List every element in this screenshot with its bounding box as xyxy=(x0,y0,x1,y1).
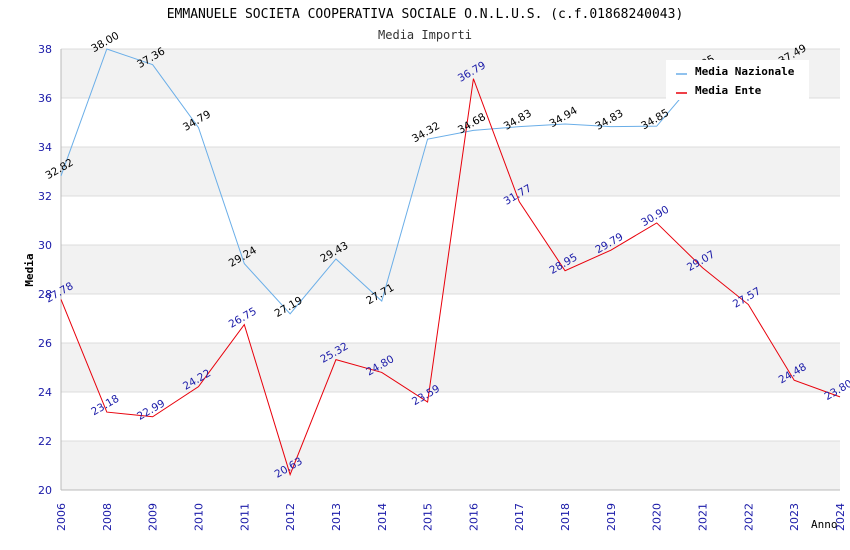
x-tick-label: 2019 xyxy=(605,503,618,531)
legend-label-media-ente: Media Ente xyxy=(695,84,762,97)
x-tick-label: 2006 xyxy=(55,503,68,531)
legend: Media Nazionale Media Ente xyxy=(666,60,809,100)
y-tick-label: 32 xyxy=(38,190,52,203)
x-tick-label: 2021 xyxy=(697,503,710,531)
legend-box xyxy=(666,60,809,100)
y-tick-label: 26 xyxy=(38,337,52,350)
grid-band xyxy=(61,441,840,490)
series-layer xyxy=(60,48,841,477)
x-tick-label: 2016 xyxy=(467,503,480,531)
x-axis-title: Anno xyxy=(811,518,838,531)
y-tick-labels: 20 22 24 26 28 30 32 34 36 38 xyxy=(38,43,52,497)
grid-band xyxy=(61,245,840,294)
x-tick-label: 2012 xyxy=(284,503,297,531)
y-tick-label: 20 xyxy=(38,484,52,497)
x-tick-label: 2009 xyxy=(147,503,160,531)
grid-bands xyxy=(61,49,840,490)
y-tick-label: 34 xyxy=(38,141,52,154)
x-tick-label: 2023 xyxy=(788,503,801,531)
grid-band xyxy=(61,294,840,343)
x-tick-label: 2017 xyxy=(513,503,526,531)
grid-band xyxy=(61,147,840,196)
grid-band xyxy=(61,392,840,441)
chart-title: EMMANUELE SOCIETA COOPERATIVA SOCIALE O.… xyxy=(167,7,684,22)
x-tick-label: 2018 xyxy=(559,503,572,531)
x-tick-label: 2024 xyxy=(834,503,847,531)
y-tick-label: 38 xyxy=(38,43,52,56)
x-tick-label: 2010 xyxy=(192,503,205,531)
grid-lines xyxy=(61,48,840,491)
x-tick-label: 2008 xyxy=(101,503,114,531)
y-tick-label: 22 xyxy=(38,435,52,448)
grid-band xyxy=(61,343,840,392)
series-line-media-ente xyxy=(60,78,841,477)
x-tick-labels: 2006 2008 2009 2010 2011 2012 2013 2014 2015 2016… xyxy=(55,503,847,531)
x-tick-label: 2011 xyxy=(238,503,251,531)
legend-label-media-nazionale: Media Nazionale xyxy=(695,65,795,78)
y-axis-title: Media xyxy=(23,253,36,286)
x-tick-label: 2020 xyxy=(651,503,664,531)
y-tick-label: 24 xyxy=(38,386,52,399)
x-tick-label: 2022 xyxy=(742,503,755,531)
y-tick-label: 28 xyxy=(38,288,52,301)
x-tick-label: 2014 xyxy=(376,503,389,531)
x-tick-label: 2013 xyxy=(330,503,343,531)
y-tick-label: 36 xyxy=(38,92,52,105)
x-tick-label: 2015 xyxy=(422,503,435,531)
chart-subtitle: Media Importi xyxy=(378,28,472,42)
series-line-media-nazionale xyxy=(60,48,795,315)
y-tick-label: 30 xyxy=(38,239,52,252)
grid-band xyxy=(61,98,840,147)
